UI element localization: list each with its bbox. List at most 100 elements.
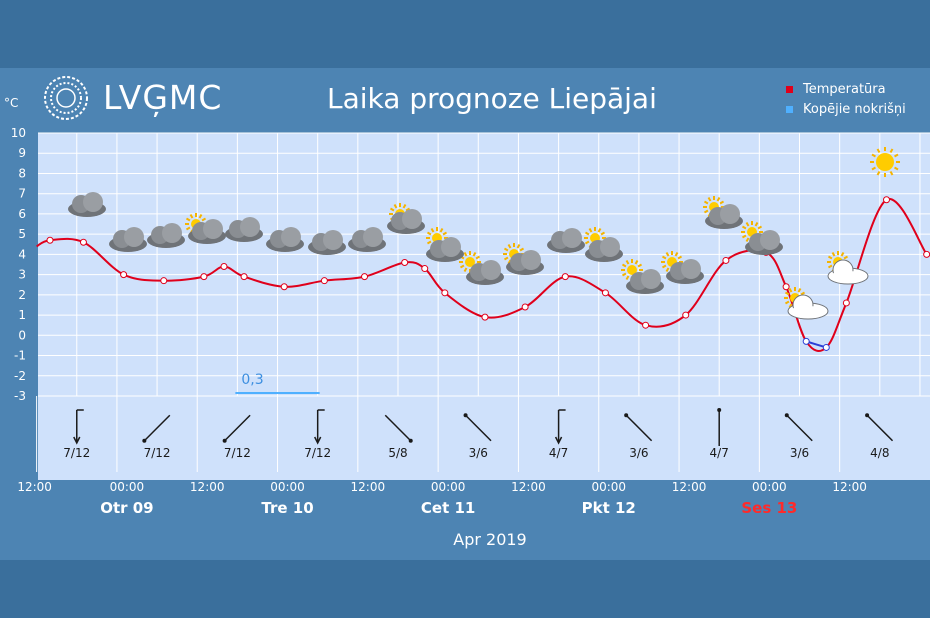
x-tick-label: 12:00	[190, 480, 225, 494]
temperature-point	[682, 311, 690, 319]
temperature-point	[561, 273, 569, 281]
wind-arrow-icon	[314, 409, 325, 445]
wind-label: 3/6	[790, 446, 809, 460]
temperature-point	[722, 256, 730, 264]
y-unit-label: °C	[4, 96, 19, 110]
temperature-point	[120, 271, 128, 279]
wind-arrow-icon	[624, 413, 653, 442]
wind-arrow-icon	[865, 413, 894, 442]
sun-icon	[870, 147, 900, 177]
y-tick-label: 0	[18, 328, 26, 342]
cloud-icon	[745, 230, 783, 255]
x-tick-label: 00:00	[110, 480, 145, 494]
x-tick-label: 12:00	[17, 480, 52, 494]
legend: Temperatūra Kopējie nokrišņi	[786, 79, 906, 119]
wind-label: 7/12	[304, 446, 331, 460]
temperature-point	[883, 196, 891, 204]
temperature-point	[160, 277, 168, 285]
legend-label-precipitation: Kopējie nokrišņi	[803, 101, 906, 117]
wind-label: 7/12	[63, 446, 90, 460]
day-label: Ses 13	[741, 499, 797, 517]
cloud-icon	[506, 250, 544, 275]
x-tick-label: 00:00	[431, 480, 466, 494]
cloud-icon	[626, 269, 664, 294]
y-tick-label: -2	[14, 369, 26, 383]
temperature-point	[481, 313, 489, 321]
temperature-point	[79, 238, 87, 246]
cloud-icon	[705, 204, 743, 229]
y-tick-label: 9	[18, 146, 26, 160]
temperature-point	[842, 299, 850, 307]
day-label: Tre 10	[261, 499, 313, 517]
cloud-icon	[426, 237, 464, 262]
day-label: Pkt 12	[582, 499, 636, 517]
x-axis-label: Apr 2019	[453, 530, 526, 549]
wind-arrow-icon	[784, 413, 813, 442]
legend-label-temperature: Temperatūra	[803, 81, 886, 97]
cloud-icon	[266, 227, 304, 252]
y-tick-label: 10	[11, 126, 26, 140]
y-tick-label: 4	[18, 247, 26, 261]
temperature-point	[401, 258, 409, 266]
y-tick-label: 8	[18, 166, 26, 180]
wind-label: 7/12	[144, 446, 171, 460]
temperature-point	[441, 289, 449, 297]
temperature-point	[822, 343, 830, 351]
wind-arrow-icon	[142, 414, 171, 443]
temperature-point	[642, 321, 650, 329]
cloud-icon	[225, 217, 263, 242]
partly-cloudy-icon	[787, 294, 829, 320]
x-tick-label: 00:00	[591, 480, 626, 494]
precip-label: 0,3	[241, 372, 263, 388]
y-tick-label: 5	[18, 227, 26, 241]
temperature-point	[601, 289, 609, 297]
wind-label: 3/6	[469, 446, 488, 460]
cloud-icon	[308, 230, 346, 255]
wind-arrow-icon	[554, 409, 566, 445]
x-tick-label: 12:00	[832, 480, 867, 494]
chart-title: Laika prognoze Liepājai	[327, 82, 657, 115]
temperature-point	[280, 283, 288, 291]
logo-text: LVĢMC	[103, 78, 223, 117]
partly-cloudy-icon	[827, 259, 869, 285]
wind-label: 7/12	[224, 446, 251, 460]
wind-arrow-icon	[222, 414, 251, 443]
y-tick-label: 3	[18, 268, 26, 282]
legend-swatch-temperature	[786, 85, 793, 93]
x-tick-label: 00:00	[270, 480, 305, 494]
day-label: Otr 09	[100, 499, 153, 517]
wind-label: 4/8	[870, 446, 889, 460]
wind-label: 3/6	[629, 446, 648, 460]
legend-item-precipitation: Kopējie nokrišņi	[786, 99, 906, 119]
wind-label: 4/7	[549, 446, 568, 460]
cloud-icon	[666, 259, 704, 284]
lvgmc-logo-icon	[44, 76, 88, 120]
y-tick-label: 7	[18, 187, 26, 201]
wind-label: 5/8	[388, 446, 407, 460]
wind-arrow-icon	[463, 413, 492, 442]
cloud-icon	[547, 228, 585, 253]
temperature-point	[46, 236, 54, 244]
cloud-icon	[147, 223, 185, 248]
temperature-point	[240, 273, 248, 281]
cloud-icon	[109, 227, 147, 252]
cloud-icon	[585, 237, 623, 262]
cloud-icon	[188, 219, 226, 244]
temperature-point	[361, 273, 369, 281]
x-tick-label: 12:00	[511, 480, 546, 494]
cloud-icon	[466, 260, 504, 285]
wind-arrow-icon	[717, 408, 722, 446]
temperature-point	[320, 277, 328, 285]
temperature-point	[421, 265, 429, 273]
wind-arrow-icon	[384, 414, 413, 443]
x-tick-label: 12:00	[351, 480, 386, 494]
x-tick-label: 00:00	[752, 480, 787, 494]
temperature-point	[923, 250, 930, 258]
cloud-icon	[68, 192, 106, 217]
day-label: Cet 11	[421, 499, 475, 517]
cloud-icon	[387, 209, 425, 234]
y-tick-label: -1	[14, 349, 26, 363]
wind-arrow-icon	[73, 409, 84, 445]
y-tick-label: -3	[14, 389, 26, 403]
